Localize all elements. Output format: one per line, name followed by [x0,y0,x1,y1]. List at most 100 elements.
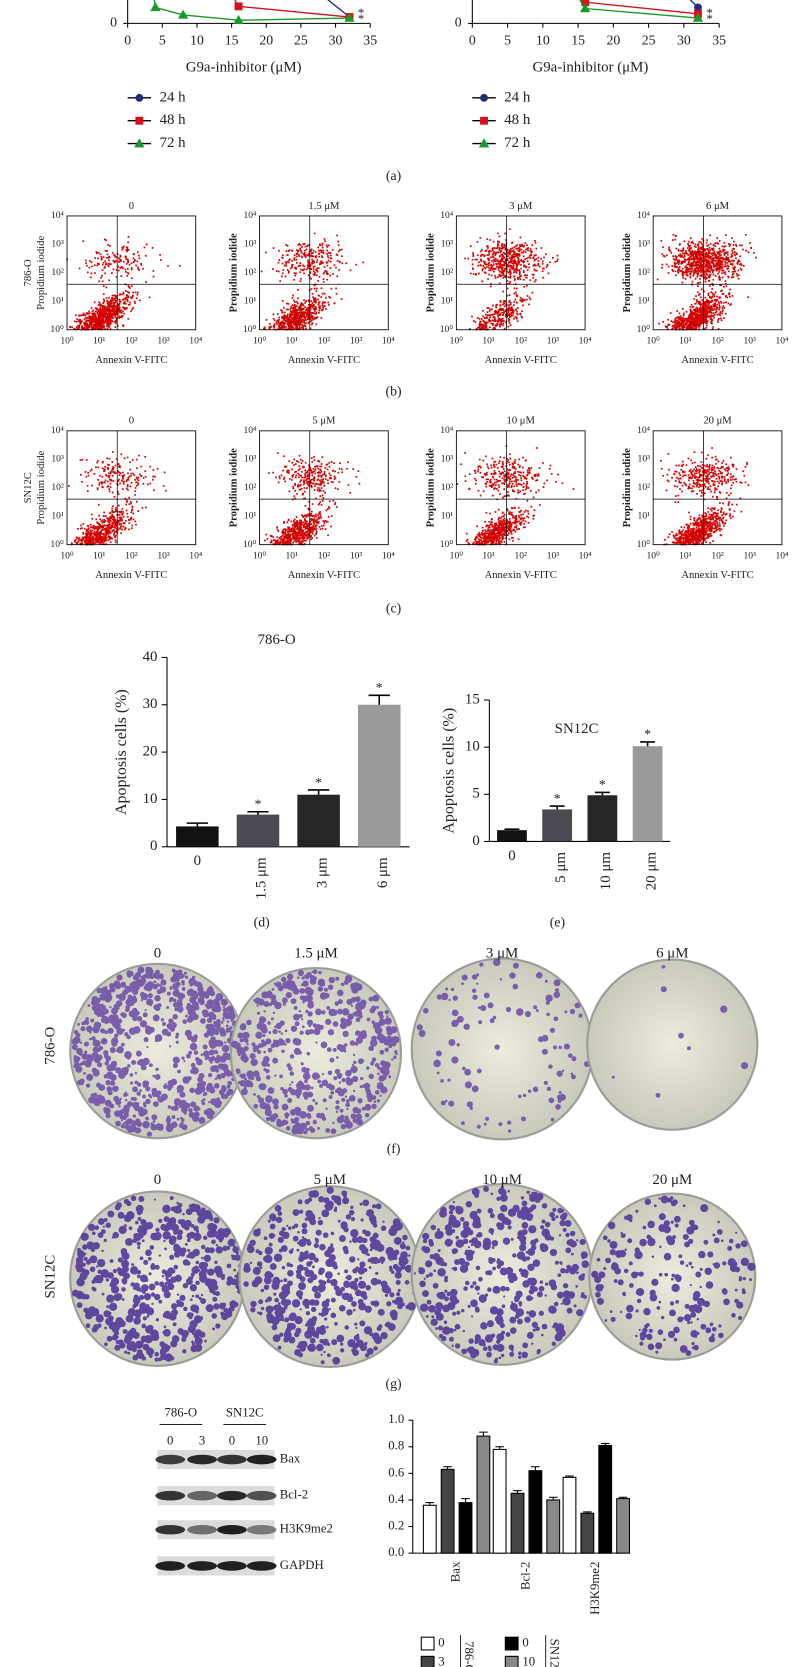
event [521,260,523,263]
event [108,301,110,304]
event [677,267,680,270]
event [325,244,328,247]
event [493,326,495,329]
event [717,242,720,245]
event [699,263,702,265]
event [669,250,672,252]
event [302,313,304,316]
event [109,541,112,544]
event [100,537,103,540]
event [691,240,694,243]
event [107,308,110,311]
event [495,311,498,313]
event [89,532,92,534]
event [113,260,116,263]
event [720,284,722,287]
event [674,274,677,277]
event [316,316,319,319]
event [508,320,510,322]
event [144,455,147,458]
event [291,317,294,320]
event [529,257,532,259]
event [329,254,332,257]
event [325,308,327,310]
event [103,324,105,327]
event [710,299,713,302]
event [710,266,713,269]
event [341,255,343,257]
x-tick-label: 10¹ [482,336,495,347]
event [100,309,103,311]
event [688,240,690,243]
event [303,252,306,255]
event [114,316,117,318]
event [135,481,137,484]
event [491,265,494,268]
event [496,314,499,316]
event [705,270,707,273]
event [689,306,692,308]
event [321,256,324,259]
event [112,306,115,308]
event [349,269,352,272]
event [135,264,137,267]
event [686,266,688,269]
event [508,308,511,311]
event [127,272,130,275]
event [713,266,715,268]
event [718,261,721,263]
event [672,321,674,324]
event [323,301,326,304]
event [113,312,115,315]
event [724,295,727,297]
event [99,540,102,542]
event [515,291,517,294]
event [127,261,129,264]
event [81,527,83,529]
event [97,327,100,329]
event [705,260,708,263]
event [94,322,97,324]
event [121,507,124,510]
event [683,271,686,274]
event [717,301,720,303]
event [690,253,693,255]
event [82,240,85,243]
event [311,315,314,318]
event [514,260,517,263]
event [113,311,116,314]
event [496,303,498,306]
event [122,299,124,301]
event [694,252,697,255]
event [513,287,516,290]
event [304,249,306,252]
event [97,310,100,313]
event [287,321,290,324]
event [302,328,305,331]
event [520,251,523,254]
event [511,256,514,259]
event [89,323,91,326]
event [105,320,107,323]
event [549,261,551,264]
event [122,291,125,294]
event [699,316,701,319]
event [91,539,94,541]
event [486,245,488,247]
event [281,272,284,275]
event [128,522,131,525]
event [494,268,497,270]
event [114,531,117,533]
event [311,258,313,261]
x-tick-label: 10⁰ [60,336,74,347]
event [724,263,727,265]
event [119,254,122,257]
event [285,244,287,246]
event [101,320,104,323]
event [721,307,724,309]
event [92,532,95,535]
event [295,311,298,314]
event [700,312,703,315]
event [117,484,119,486]
event [502,272,505,274]
